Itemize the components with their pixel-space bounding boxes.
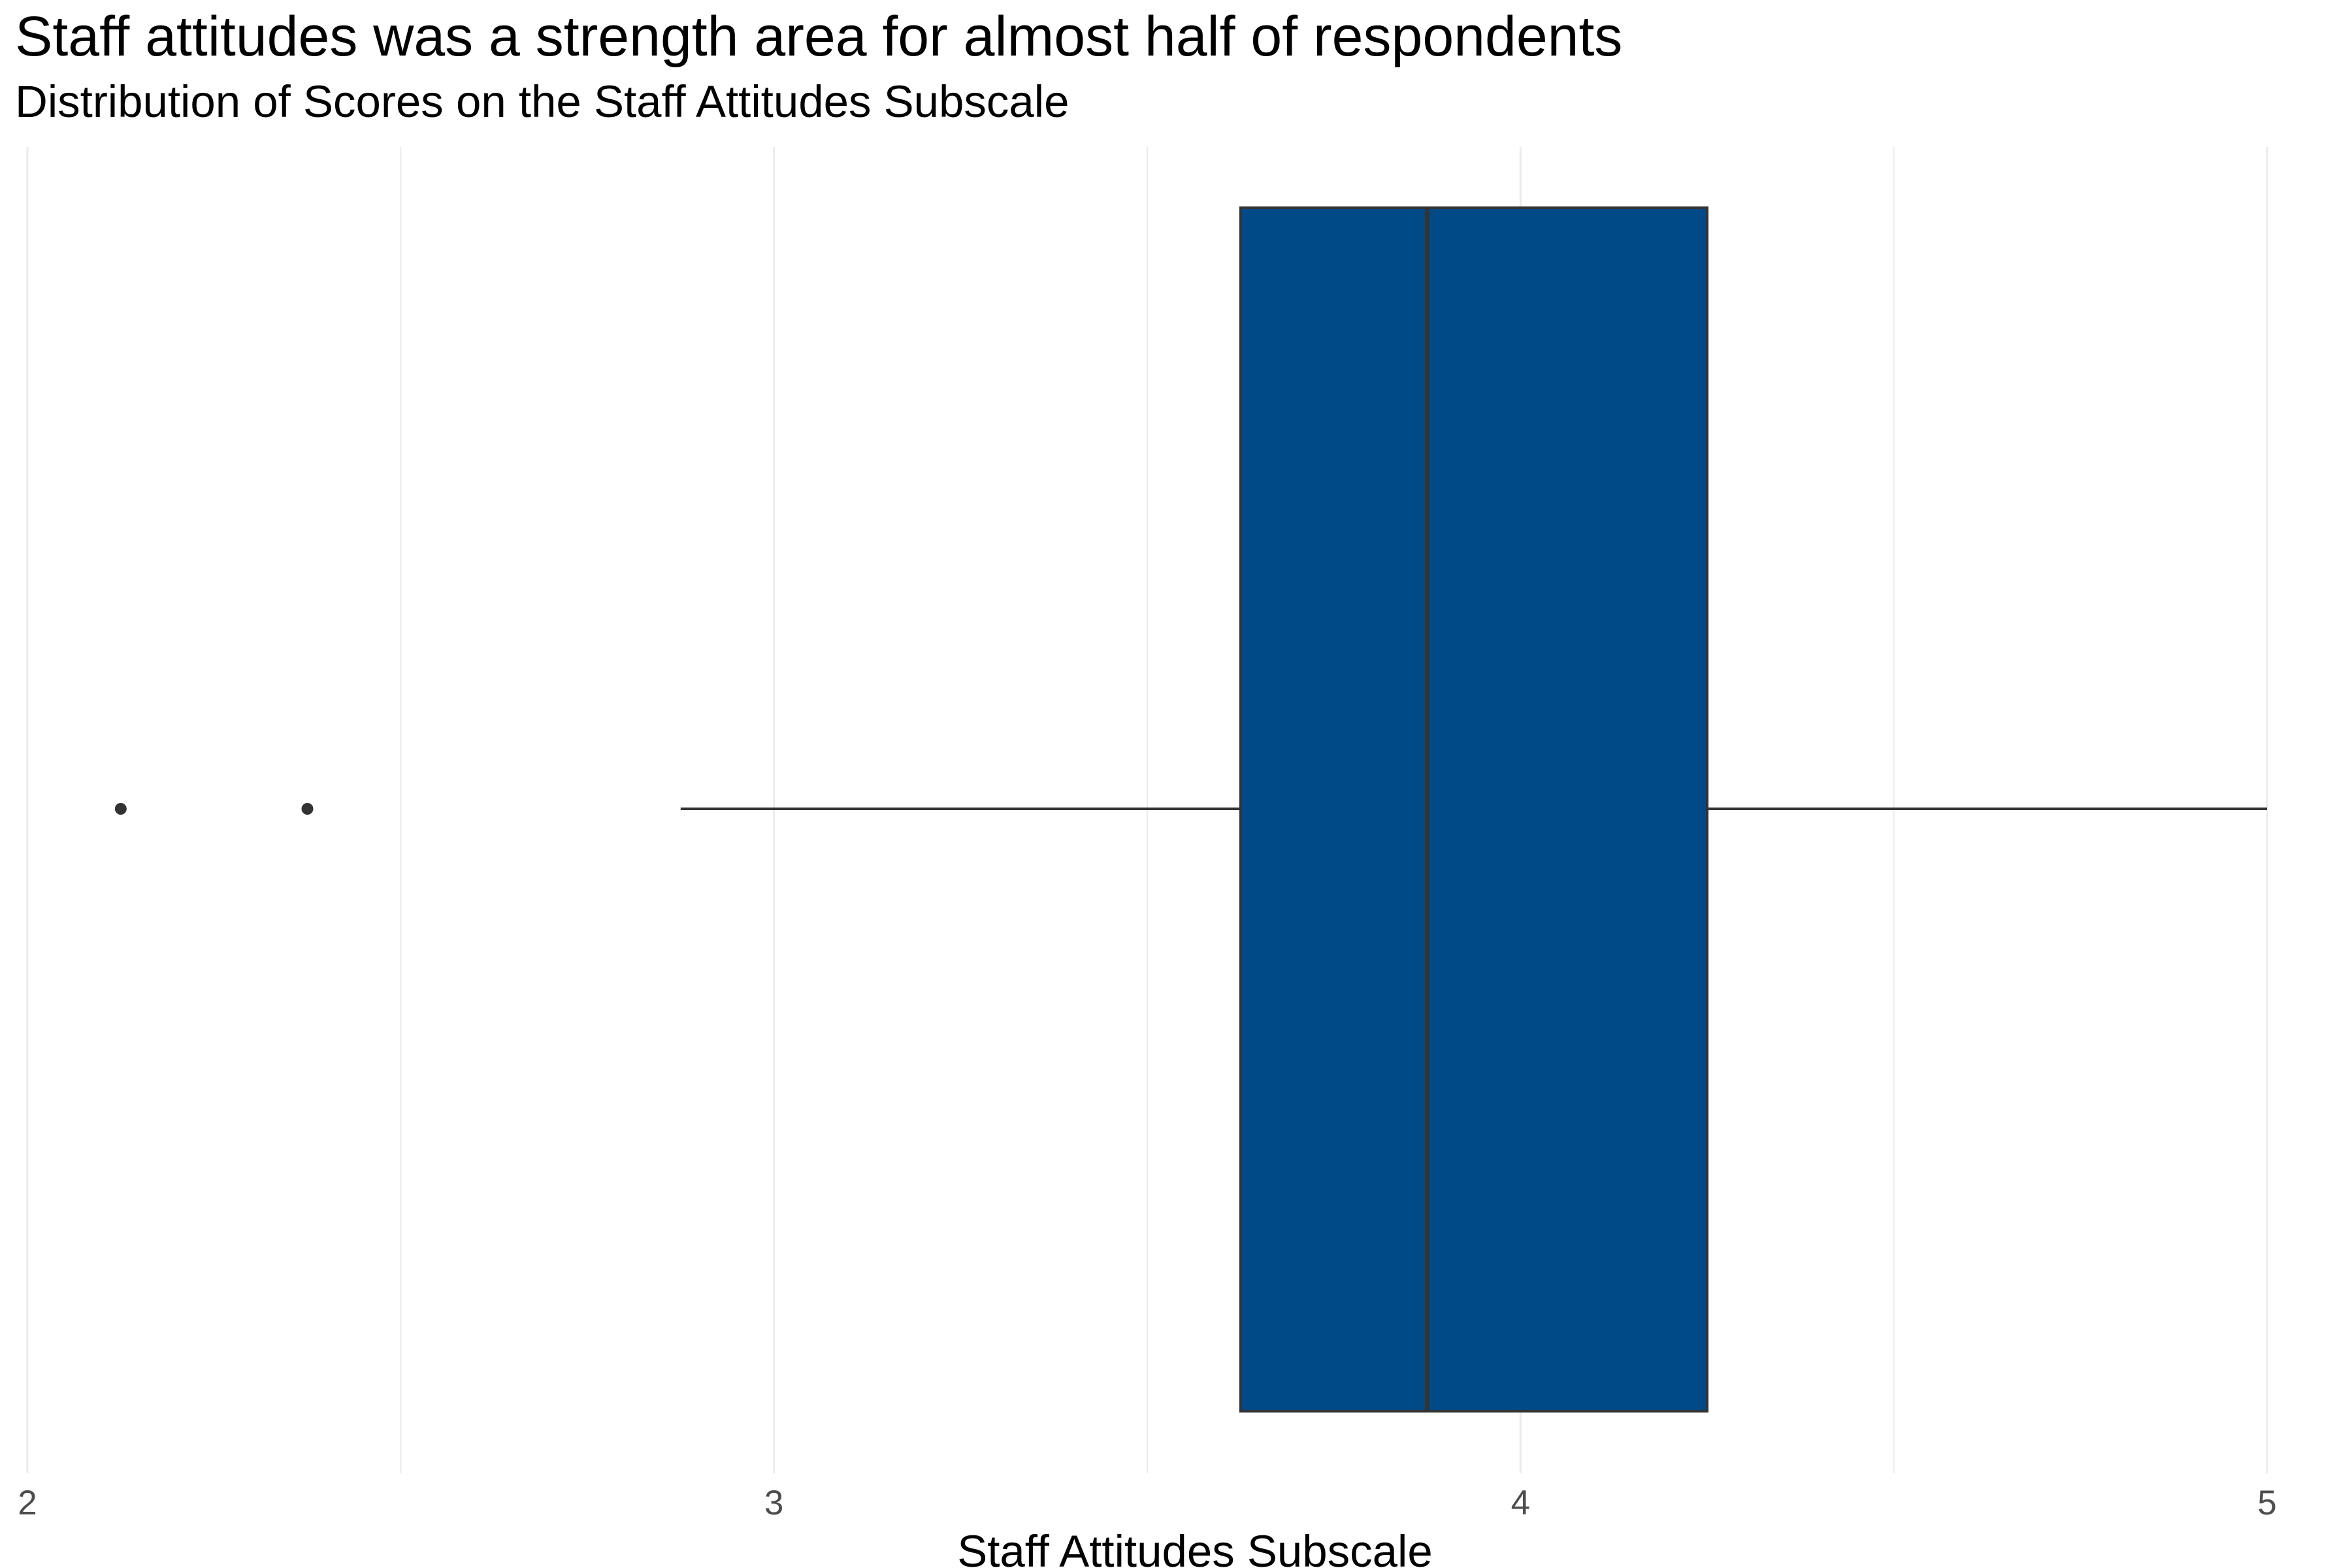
boxplot-marks	[114, 206, 2267, 1413]
x-tick-label: 3	[764, 1484, 783, 1522]
x-axis-title: Staff Attitudes Subscale	[957, 1526, 1433, 1568]
x-tick-label: 4	[1511, 1484, 1530, 1522]
outlier-point	[301, 803, 314, 815]
x-axis-ticks: 2 3 4 5	[18, 1484, 2276, 1522]
interquartile-box	[1239, 206, 1709, 1413]
chart-subtitle: Distribution of Scores on the Staff Atti…	[15, 76, 1070, 127]
x-tick-label: 5	[2257, 1484, 2276, 1522]
outlier-point	[114, 803, 127, 815]
chart-title: Staff attitudes was a strength area for …	[15, 5, 1623, 68]
x-tick-label: 2	[18, 1484, 37, 1522]
